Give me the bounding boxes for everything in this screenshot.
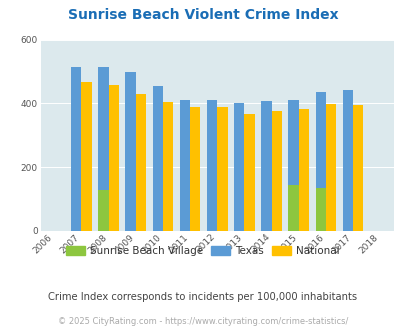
Text: Sunrise Beach Violent Crime Index: Sunrise Beach Violent Crime Index bbox=[68, 8, 337, 22]
Bar bbox=[98, 67, 108, 231]
Bar bbox=[217, 107, 227, 231]
Bar bbox=[98, 189, 108, 231]
Text: Crime Index corresponds to incidents per 100,000 inhabitants: Crime Index corresponds to incidents per… bbox=[48, 292, 357, 302]
Bar bbox=[207, 100, 217, 231]
Bar bbox=[325, 104, 335, 231]
Bar bbox=[190, 107, 200, 231]
Bar bbox=[71, 67, 81, 231]
Bar bbox=[315, 92, 325, 231]
Bar bbox=[135, 94, 146, 231]
Bar bbox=[244, 114, 254, 231]
Bar bbox=[271, 112, 281, 231]
Bar bbox=[315, 188, 325, 231]
Legend: Sunrise Beach Village, Texas, National: Sunrise Beach Village, Texas, National bbox=[62, 242, 343, 260]
Bar bbox=[108, 85, 119, 231]
Bar bbox=[298, 109, 308, 231]
Bar bbox=[260, 101, 271, 231]
Bar bbox=[288, 100, 298, 231]
Bar bbox=[288, 185, 298, 231]
Bar bbox=[81, 82, 92, 231]
Bar bbox=[152, 86, 162, 231]
Bar bbox=[179, 100, 190, 231]
Bar bbox=[233, 103, 244, 231]
Bar bbox=[352, 105, 362, 231]
Text: © 2025 CityRating.com - https://www.cityrating.com/crime-statistics/: © 2025 CityRating.com - https://www.city… bbox=[58, 317, 347, 326]
Bar bbox=[162, 102, 173, 231]
Bar bbox=[342, 90, 352, 231]
Bar bbox=[125, 73, 135, 231]
